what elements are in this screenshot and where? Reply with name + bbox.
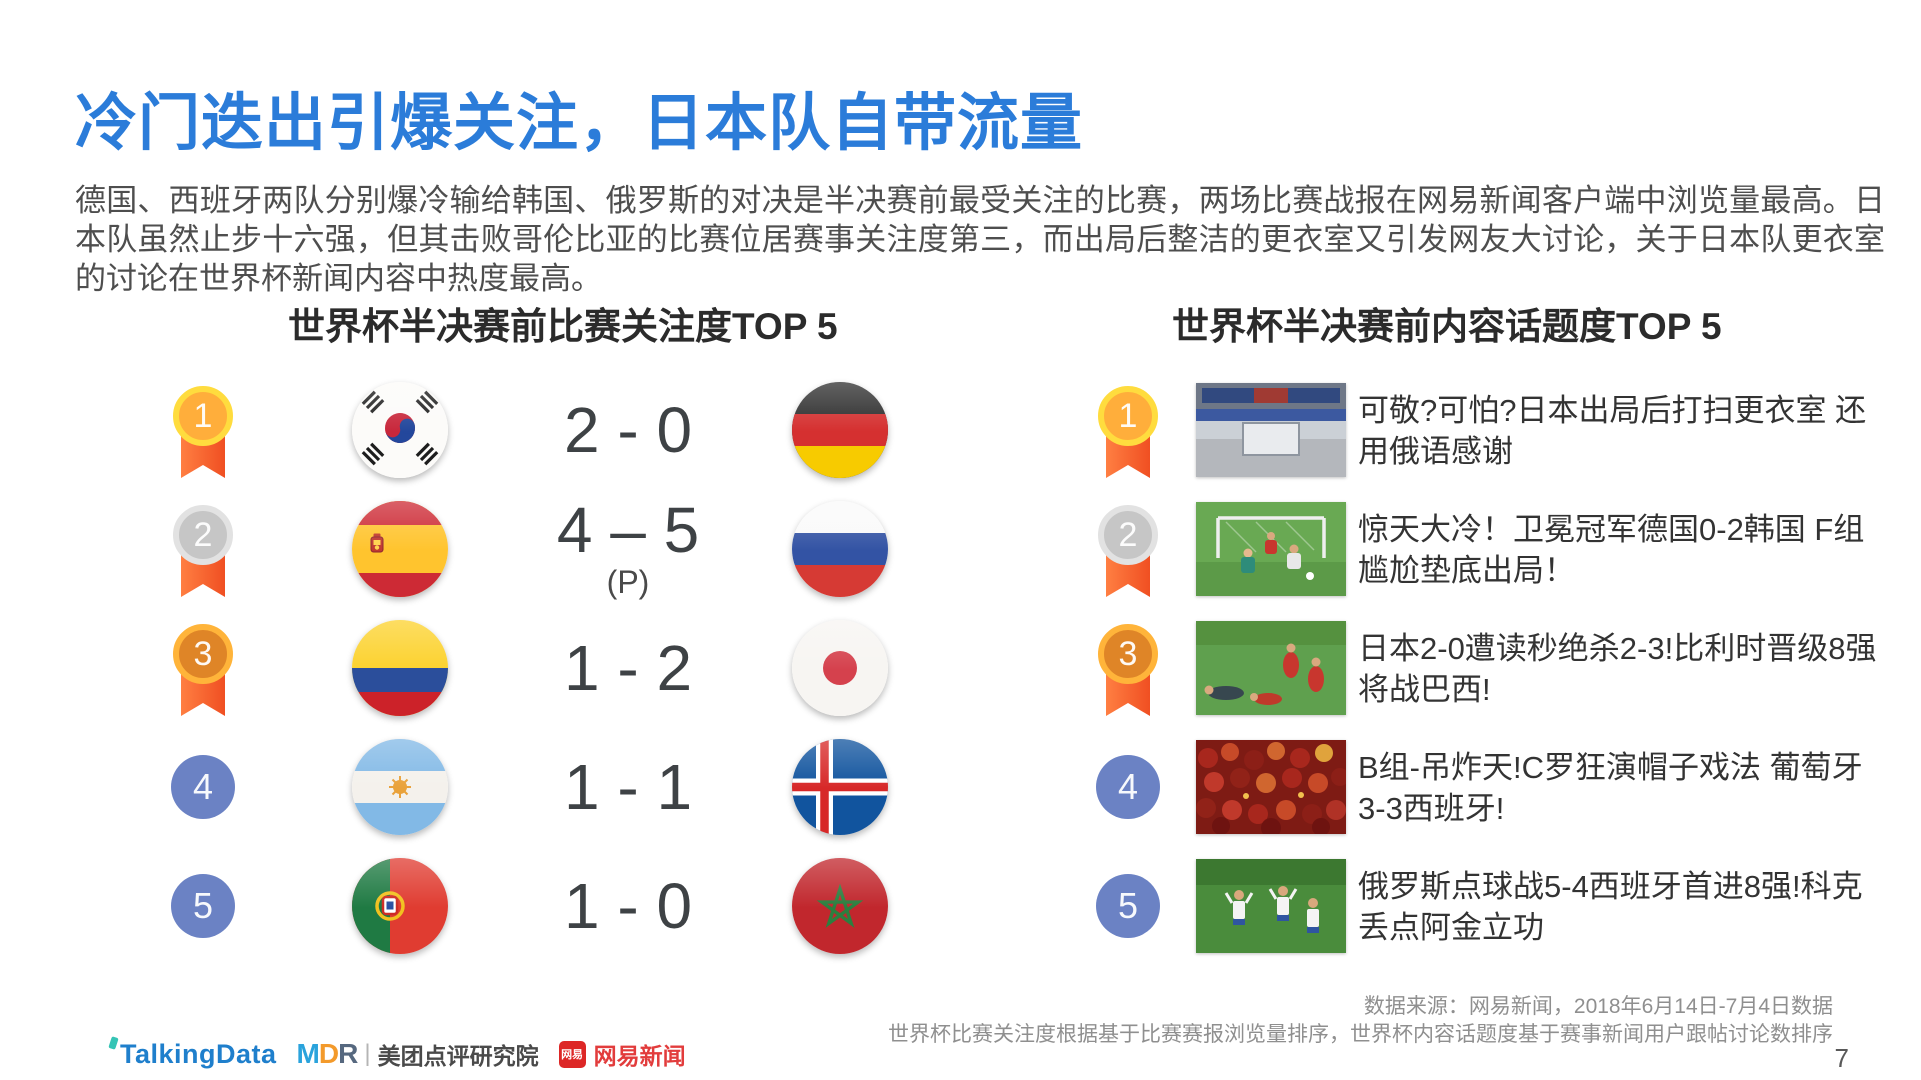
footer-logos: TalkingData MDR | 美团点评研究院 网易 网易新闻	[108, 1035, 686, 1072]
news-rank-number: 2	[1118, 515, 1138, 554]
left-section-title: 世界杯半决赛前比赛关注度TOP 5	[288, 306, 838, 347]
ranking-row: 5 1 - 0 5 俄罗斯点球战5-4西班牙首进8强!科克丢点阿金立功	[0, 847, 1921, 966]
score-value: 2 - 0	[563, 393, 693, 466]
ranking-rows: 1 2 - 0 1 可敬?可怕?日本出局后打扫更衣室 还用俄语感谢 2	[0, 371, 1921, 966]
russia-flag-icon	[792, 501, 888, 597]
news-rank-badge: 5	[1096, 874, 1160, 938]
data-source-line: 数据来源：网易新闻，2018年6月14日-7月4日数据	[1363, 995, 1833, 1018]
meituan-dianping-logo: MDR | 美团点评研究院	[297, 1037, 539, 1071]
page-title: 冷门迭出引爆关注，日本队自带流量	[75, 89, 1084, 158]
match-rank-badge: 5	[171, 874, 235, 938]
match-rank-number: 5	[192, 885, 214, 926]
ranking-row: 3 1 - 2 3 日本2-0遭读秒绝杀2-3!比利时晋级8强将战巴西!	[0, 609, 1921, 728]
netease-badge-icon: 网易	[558, 1040, 586, 1068]
score-value: 4 – 5	[556, 493, 700, 566]
argentina-flag-icon	[352, 739, 448, 835]
news-rank-badge: 2	[1096, 505, 1160, 605]
meituan-logo-text: 美团点评研究院	[377, 1043, 539, 1069]
fans-crowd-photo	[1196, 740, 1346, 834]
talkingdata-logo: TalkingData	[108, 1035, 277, 1070]
goal-match-photo	[1196, 502, 1346, 596]
score-note: (P)	[606, 564, 650, 601]
netease-logo-text: 网易新闻	[593, 1043, 686, 1069]
ranking-row: 2 4 – 5 (P) 2 惊天大冷！卫冕冠军德国0-2韩国 F组尴尬垫底出局！	[0, 490, 1921, 609]
spain-flag-icon	[352, 501, 448, 597]
match-score: 1 - 1	[518, 728, 738, 847]
players-pitch-photo	[1196, 621, 1346, 715]
news-rank-badge: 1	[1096, 386, 1160, 486]
talkingdata-tick-icon	[108, 1035, 119, 1050]
score-value: 1 - 2	[563, 631, 693, 704]
score-value: 1 - 1	[563, 750, 693, 823]
news-rank-number: 5	[1117, 885, 1139, 926]
data-source-note: 世界杯比赛关注度根据基于比赛赛报浏览量排序，世界杯内容话题度基于赛事新闻用户跟帖…	[888, 1023, 1833, 1046]
netease-news-logo: 网易 网易新闻	[558, 1037, 686, 1071]
news-headline: 俄罗斯点球战5-4西班牙首进8强!科克丢点阿金立功	[1358, 868, 1863, 945]
news-headline: 日本2-0遭读秒绝杀2-3!比利时晋级8强将战巴西!	[1358, 630, 1877, 707]
match-rank-badge: 2	[171, 505, 235, 605]
mdr-logo-icon: MDR	[296, 1038, 359, 1069]
news-rank-badge: 3	[1096, 624, 1160, 724]
intro-paragraph: 德国、西班牙两队分别爆冷输给韩国、俄罗斯的对决是半决赛前最受关注的比赛，两场比赛…	[75, 183, 1885, 296]
score-value: 1 - 0	[563, 869, 693, 942]
right-section-title: 世界杯半决赛前内容话题度TOP 5	[1172, 306, 1722, 347]
locker-room-photo	[1196, 383, 1346, 477]
portugal-flag-icon	[352, 858, 448, 954]
morocco-flag-icon	[792, 858, 888, 954]
match-score: 2 - 0	[518, 371, 738, 490]
team-celebration-photo	[1196, 859, 1346, 953]
match-rank-badge: 1	[171, 386, 235, 486]
news-rank-badge: 4	[1096, 755, 1160, 819]
match-rank-number: 4	[192, 766, 214, 807]
news-rank-number: 3	[1118, 634, 1138, 673]
match-rank-number: 1	[193, 396, 213, 435]
ranking-row: 4 1 - 1 4 B组-吊炸天!C罗狂演帽子戏法 葡萄牙3-3西班牙!	[0, 728, 1921, 847]
news-headline: 可敬?可怕?日本出局后打扫更衣室 还用俄语感谢	[1358, 392, 1867, 469]
match-rank-badge: 4	[171, 755, 235, 819]
page-number: 7	[1834, 1043, 1849, 1073]
match-rank-badge: 3	[171, 624, 235, 724]
match-score: 1 - 0	[518, 847, 738, 966]
match-rank-number: 2	[193, 515, 213, 554]
match-score: 4 – 5 (P)	[518, 490, 738, 609]
south-korea-flag-icon	[352, 382, 448, 478]
colombia-flag-icon	[352, 620, 448, 716]
match-rank-number: 3	[193, 634, 213, 673]
news-rank-number: 1	[1118, 396, 1138, 435]
news-headline: 惊天大冷！卫冕冠军德国0-2韩国 F组尴尬垫底出局！	[1358, 511, 1865, 588]
match-score: 1 - 2	[518, 609, 738, 728]
news-rank-number: 4	[1117, 766, 1139, 807]
news-headline: B组-吊炸天!C罗狂演帽子戏法 葡萄牙3-3西班牙!	[1358, 749, 1863, 826]
iceland-flag-icon	[792, 739, 888, 835]
talkingdata-logo-text: TalkingData	[120, 1038, 277, 1069]
ranking-row: 1 2 - 0 1 可敬?可怕?日本出局后打扫更衣室 还用俄语感谢	[0, 371, 1921, 490]
logo-divider: |	[364, 1040, 371, 1067]
germany-flag-icon	[792, 382, 888, 478]
japan-flag-icon	[792, 620, 888, 716]
